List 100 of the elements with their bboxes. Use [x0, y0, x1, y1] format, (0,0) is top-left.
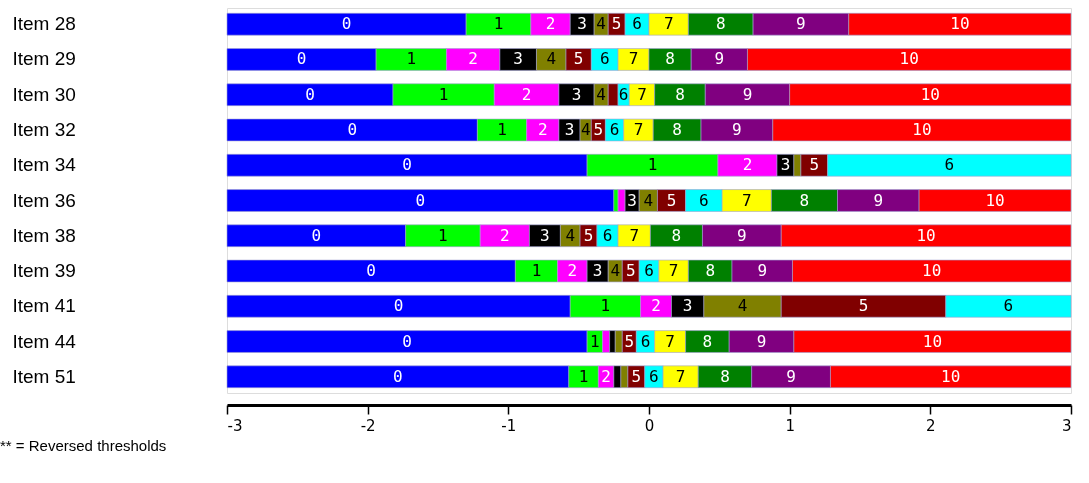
- text: 9: [732, 119, 742, 139]
- text: 10: [985, 190, 1005, 210]
- text: 8: [705, 261, 716, 281]
- text: 2: [500, 225, 510, 245]
- text: 6: [632, 14, 642, 34]
- text: 8: [715, 14, 726, 34]
- text: 0: [341, 14, 352, 34]
- text: 5: [583, 225, 594, 245]
- series-label: 2: [601, 366, 611, 386]
- text: 0: [393, 296, 404, 316]
- text: 4: [610, 261, 621, 281]
- text: 3: [577, 14, 587, 34]
- y-tick-label: Item 32: [12, 118, 76, 140]
- series-label: 5: [624, 331, 635, 351]
- text: 1: [531, 261, 542, 281]
- x-tick-label: 0: [644, 416, 655, 435]
- y-tick-label: Item 28: [12, 13, 76, 35]
- series-label: 10: [922, 331, 943, 351]
- text: 3: [682, 296, 693, 316]
- text: 5: [809, 155, 820, 175]
- x-tick-label: 2: [926, 416, 936, 435]
- text: 9: [714, 49, 725, 69]
- text: 5: [593, 119, 604, 139]
- text: 1: [600, 296, 611, 316]
- text: 3: [627, 190, 637, 210]
- text: 9: [742, 84, 753, 104]
- x-tick-label: 1: [785, 416, 795, 435]
- text: 6: [699, 190, 709, 210]
- text: 6: [1003, 296, 1014, 316]
- text: 4: [596, 84, 606, 104]
- text: 7: [629, 225, 640, 245]
- text: 9: [796, 14, 806, 34]
- x-tick-label: 3: [1061, 416, 1072, 435]
- text: 1: [493, 14, 504, 34]
- x-tick-label: -2: [360, 416, 376, 435]
- text: 8: [672, 119, 682, 139]
- text: 6: [602, 225, 613, 245]
- text: 1: [497, 119, 507, 139]
- text: 5: [666, 190, 677, 210]
- text: 0: [347, 119, 358, 139]
- series-label: 4: [580, 119, 591, 139]
- y-tick-label: Item 29: [12, 48, 76, 70]
- text: 0: [415, 190, 426, 210]
- y-tick-label: Item 38: [12, 224, 76, 246]
- text: 7: [628, 49, 639, 69]
- text: 2: [651, 296, 661, 316]
- text: 0: [296, 49, 307, 69]
- text: 1: [438, 84, 449, 104]
- text: 1: [406, 49, 417, 69]
- y-tick-label: Item 51: [12, 365, 76, 387]
- text: 5: [611, 14, 622, 34]
- text: 10: [899, 49, 919, 69]
- text: 5: [625, 261, 636, 281]
- series-label: 7: [665, 331, 675, 351]
- series-label: 9: [756, 331, 767, 351]
- text: 9: [786, 366, 796, 386]
- text: 2: [521, 84, 532, 104]
- y-tick-label: Item 36: [12, 189, 76, 211]
- text: 10: [916, 225, 936, 245]
- text: 1: [578, 366, 589, 386]
- text: 3: [513, 49, 523, 69]
- series-label: 1: [590, 331, 600, 351]
- text: 5: [858, 296, 869, 316]
- text: 8: [720, 366, 730, 386]
- text: 0: [305, 84, 315, 104]
- text: ** = Reversed thresholds: [0, 437, 167, 454]
- text: 2: [545, 14, 556, 34]
- x-tick-label: -1: [501, 416, 517, 435]
- text: 10: [950, 14, 970, 34]
- x-tick-label: -3: [227, 416, 243, 435]
- text: 8: [799, 190, 810, 210]
- series-label: 0: [402, 331, 412, 351]
- text: 2: [567, 261, 578, 281]
- text: 7: [633, 119, 644, 139]
- text: 6: [649, 366, 659, 386]
- text: 8: [675, 84, 685, 104]
- text: 4: [546, 49, 557, 69]
- text: 6: [644, 261, 654, 281]
- text: 2: [468, 49, 478, 69]
- text: 3: [571, 84, 582, 104]
- text: 7: [668, 261, 679, 281]
- text: 3: [592, 261, 603, 281]
- text: 8: [671, 225, 682, 245]
- y-tick-label: Item 34: [12, 154, 77, 176]
- y-tick-label: Item 39: [12, 260, 76, 282]
- y-tick-label: Item 30: [12, 83, 76, 105]
- y-tick-label: Item 44: [12, 330, 77, 352]
- text: 10: [920, 84, 940, 104]
- series-label: 8: [702, 331, 713, 351]
- text: 7: [663, 14, 674, 34]
- series-label: 6: [618, 84, 629, 104]
- text: 3: [780, 155, 791, 175]
- y-tick-label: Item 41: [12, 295, 76, 317]
- text: 9: [757, 261, 768, 281]
- text: 9: [873, 190, 884, 210]
- text: 6: [599, 49, 610, 69]
- text: 3: [564, 119, 575, 139]
- text: 2: [742, 155, 753, 175]
- series-label: 3: [540, 225, 550, 245]
- text: 10: [922, 261, 942, 281]
